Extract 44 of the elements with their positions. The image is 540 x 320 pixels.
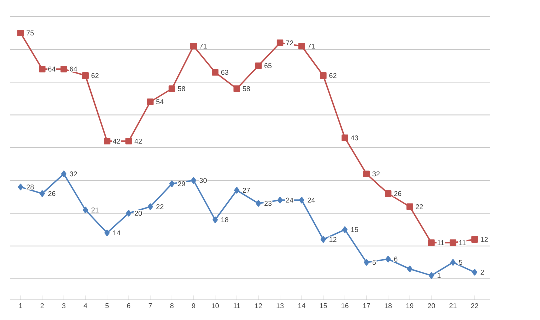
point (212, 216, 218, 224)
point (428, 272, 434, 280)
point (320, 236, 326, 243)
point (407, 266, 413, 272)
point (147, 98, 154, 106)
point (342, 226, 348, 234)
point (39, 66, 46, 73)
point (60, 66, 68, 73)
point (385, 190, 392, 198)
point (61, 170, 67, 178)
point (126, 138, 132, 145)
point (386, 256, 392, 263)
point (82, 72, 89, 80)
point (255, 62, 262, 70)
point (83, 206, 88, 214)
point (18, 30, 24, 37)
point (18, 184, 24, 191)
point (450, 259, 456, 266)
point (168, 86, 176, 92)
point (104, 230, 110, 236)
point (234, 86, 240, 92)
point (363, 170, 370, 178)
point (450, 240, 457, 246)
point (472, 236, 478, 243)
point (40, 190, 46, 198)
point (148, 204, 154, 210)
point (472, 269, 478, 276)
point (342, 134, 348, 142)
point (212, 69, 219, 76)
point (170, 180, 175, 188)
point (191, 177, 196, 184)
point (428, 240, 435, 246)
point (104, 138, 111, 145)
point (406, 204, 414, 210)
point (276, 40, 284, 46)
point (234, 187, 240, 194)
point (256, 200, 262, 207)
point (299, 197, 305, 204)
point (298, 43, 306, 50)
point (126, 210, 132, 217)
point (364, 259, 370, 266)
point (190, 43, 198, 50)
point (278, 197, 283, 204)
point (320, 72, 327, 80)
